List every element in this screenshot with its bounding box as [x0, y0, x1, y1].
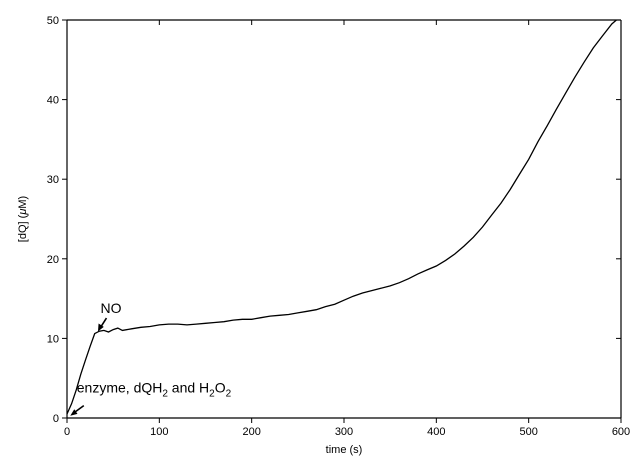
x-tick-label: 100 — [150, 426, 168, 438]
x-axis-title: time (s) — [326, 444, 363, 456]
series-line — [66, 19, 617, 415]
annotation-subscript: 2 — [226, 389, 232, 400]
x-tick-label: 400 — [427, 426, 445, 438]
x-tick-label: 600 — [612, 426, 630, 438]
y-tick-label: 0 — [53, 413, 59, 425]
y-axis-title: [dQ] (μM) — [17, 196, 29, 242]
x-tick-label: 300 — [335, 426, 353, 438]
y-axis-title-part1: [dQ] ( — [17, 214, 29, 242]
plot-frame — [66, 19, 622, 419]
annotation-no: NO — [100, 300, 121, 316]
x-tick-label: 200 — [242, 426, 260, 438]
y-tick-label: 30 — [47, 174, 59, 186]
annotation-subscript: 2 — [209, 389, 215, 400]
annotation-subscript: 2 — [162, 389, 168, 400]
annotation-enzyme: enzyme, dQH2 and H2O2 — [77, 380, 232, 400]
y-axis-title-mu: μ — [17, 209, 29, 216]
y-tick-label: 10 — [47, 333, 59, 345]
x-tick-label: 500 — [519, 426, 537, 438]
y-tick-label: 20 — [47, 254, 59, 266]
no-arrow-head — [97, 323, 104, 332]
annotation-text-part: enzyme, dQH — [77, 380, 163, 396]
enzyme-arrow-head — [70, 409, 78, 416]
series-group — [66, 19, 617, 415]
axis-ticks: 0 100 200 300 400 500 600 0 10 20 30 40 50 — [47, 15, 630, 438]
y-axis-title-part3: M) — [17, 196, 29, 209]
annotation-text-part: O — [215, 380, 226, 396]
x-tick-label: 0 — [64, 426, 70, 438]
annotation-text-part: and H — [168, 380, 209, 396]
y-tick-label: 40 — [47, 95, 59, 107]
y-tick-label: 50 — [47, 15, 59, 27]
